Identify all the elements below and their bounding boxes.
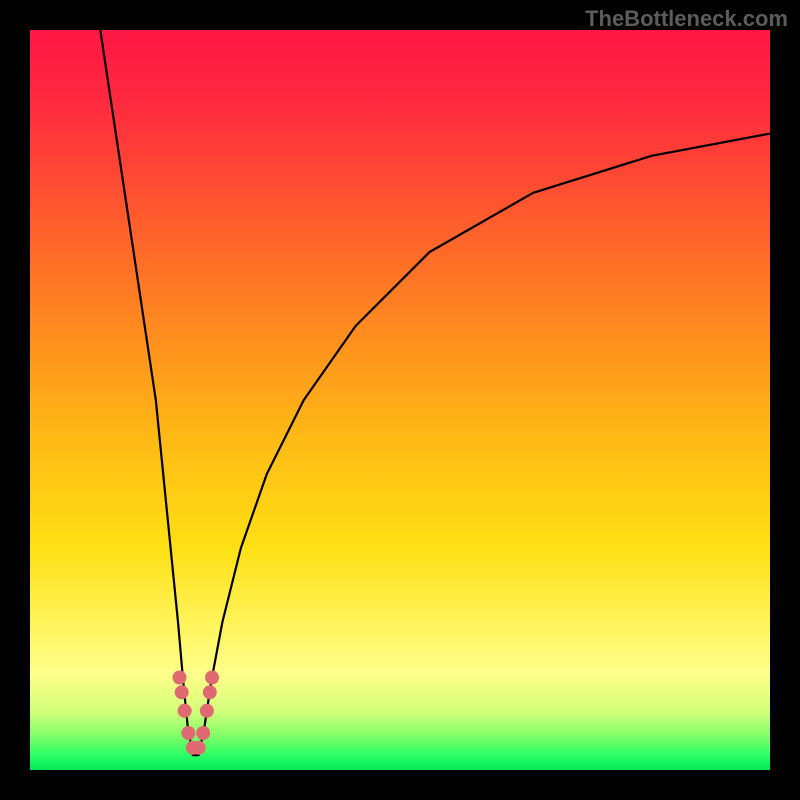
highlight-marker — [181, 726, 195, 740]
highlight-marker — [178, 704, 192, 718]
highlight-marker — [175, 685, 189, 699]
highlight-marker — [196, 726, 210, 740]
bottleneck-chart — [0, 0, 800, 800]
highlight-marker — [203, 685, 217, 699]
highlight-marker — [200, 704, 214, 718]
highlight-marker — [172, 671, 186, 685]
plot-background — [30, 30, 770, 770]
chart-container: TheBottleneck.com — [0, 0, 800, 800]
highlight-marker — [205, 671, 219, 685]
highlight-marker — [192, 741, 206, 755]
watermark-text: TheBottleneck.com — [585, 6, 788, 32]
